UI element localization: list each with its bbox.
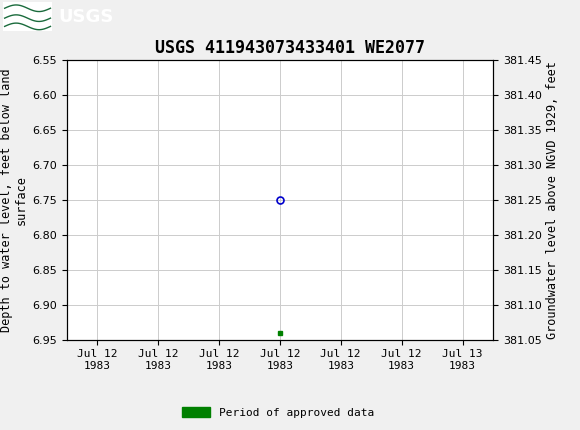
Legend: Period of approved data: Period of approved data [178, 403, 379, 422]
FancyBboxPatch shape [3, 2, 52, 31]
Text: USGS 411943073433401 WE2077: USGS 411943073433401 WE2077 [155, 39, 425, 57]
Text: USGS: USGS [58, 7, 113, 25]
Y-axis label: Depth to water level, feet below land
surface: Depth to water level, feet below land su… [0, 68, 28, 332]
Y-axis label: Groundwater level above NGVD 1929, feet: Groundwater level above NGVD 1929, feet [546, 61, 559, 339]
